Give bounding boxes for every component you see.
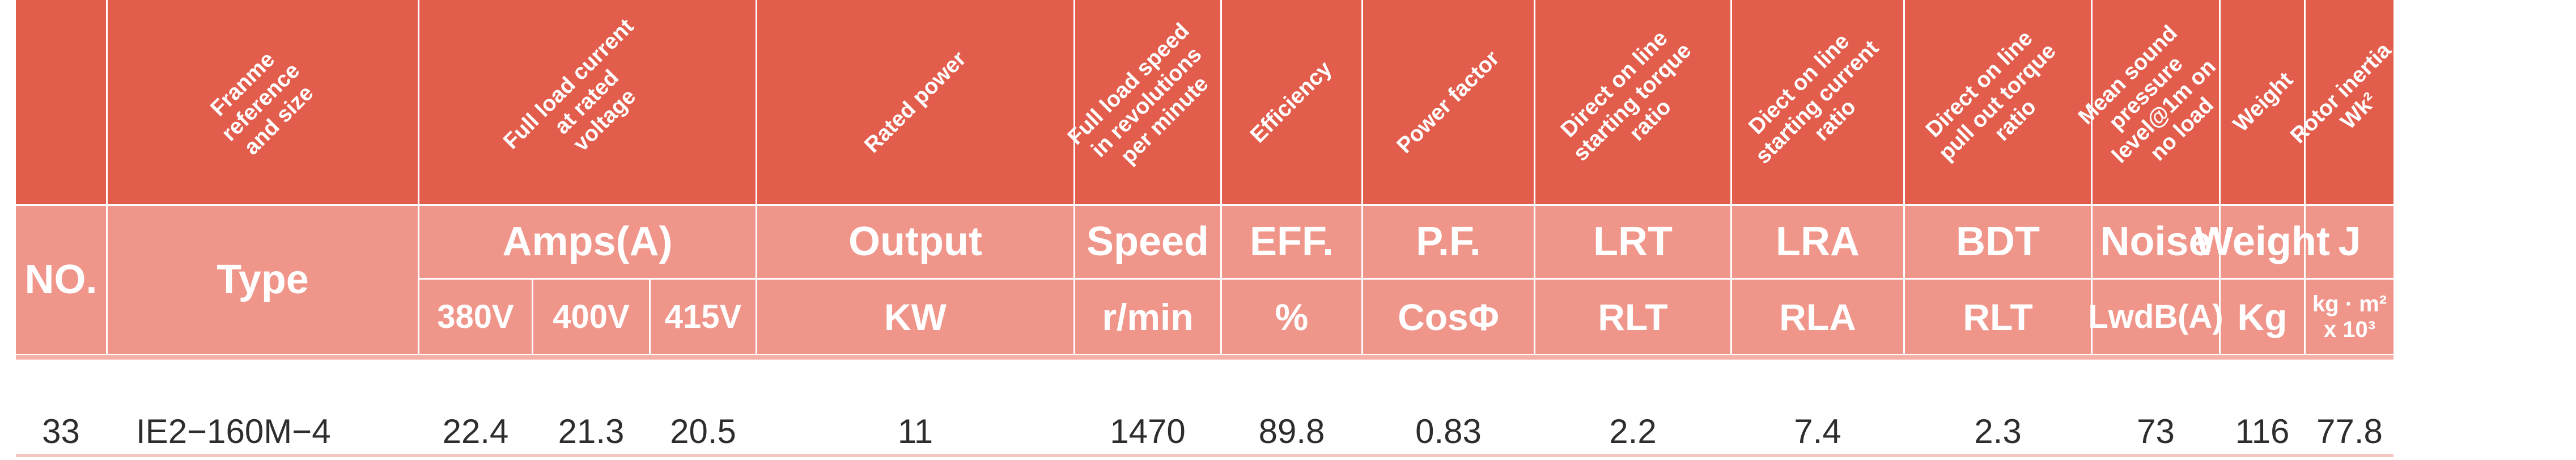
header-kg: Kg bbox=[2237, 296, 2288, 338]
header-rlt-1: RLT bbox=[1598, 296, 1668, 338]
column-divider bbox=[756, 0, 757, 354]
header-rlt-2: RLT bbox=[1963, 296, 2033, 338]
column-divider bbox=[1073, 0, 1075, 354]
header-lwdb: LwdB(A) bbox=[2088, 298, 2223, 335]
column-divider bbox=[2219, 0, 2221, 354]
header-divider bbox=[16, 204, 2393, 206]
column-divider bbox=[532, 278, 533, 354]
row-output-kw: 11 bbox=[897, 412, 933, 450]
header-lra: LRA bbox=[1776, 219, 1860, 264]
header-type: Type bbox=[217, 257, 309, 302]
header-weight-label: Weight bbox=[2195, 219, 2330, 264]
column-divider bbox=[1730, 0, 1732, 354]
row-noise: 73 bbox=[2137, 412, 2175, 450]
header-pf: P.F. bbox=[1416, 219, 1481, 264]
row-bdt: 2.3 bbox=[1974, 412, 2022, 450]
column-divider bbox=[2091, 0, 2093, 354]
row-speed: 1470 bbox=[1110, 412, 1186, 450]
column-divider bbox=[106, 0, 108, 354]
header-bdt: BDT bbox=[1956, 219, 2040, 264]
header-415v: 415V bbox=[664, 298, 742, 335]
header-cos-phi: CosΦ bbox=[1398, 296, 1499, 338]
header-kw: KW bbox=[884, 296, 947, 338]
row-amps-400: 21.3 bbox=[558, 412, 625, 450]
header-380v: 380V bbox=[437, 298, 514, 335]
row-bottom-rule bbox=[16, 454, 2393, 457]
header-lrt: LRT bbox=[1593, 219, 1673, 264]
row-efficiency: 89.8 bbox=[1258, 412, 1325, 450]
row-weight: 116 bbox=[2235, 412, 2290, 450]
header-amps: Amps(A) bbox=[502, 219, 673, 264]
column-divider bbox=[1903, 0, 1905, 354]
subheader-divider bbox=[418, 278, 2393, 280]
row-no: 33 bbox=[42, 412, 80, 450]
header-400v: 400V bbox=[553, 298, 630, 335]
column-divider bbox=[1534, 0, 1535, 354]
row-amps-415: 20.5 bbox=[670, 412, 736, 450]
header-noise: Noise bbox=[2100, 219, 2212, 264]
header-no: NO. bbox=[24, 257, 97, 302]
header-rmin: r/min bbox=[1102, 296, 1194, 338]
header-j-unit: kg · m² x 10³ bbox=[2312, 291, 2387, 342]
header-eff: EFF. bbox=[1249, 219, 1334, 264]
header-band-lower bbox=[16, 205, 2393, 354]
header-j: J bbox=[2338, 219, 2361, 264]
row-rotor-inertia: 77.8 bbox=[2316, 412, 2383, 450]
column-divider bbox=[1220, 0, 1222, 354]
header-speed: Speed bbox=[1086, 219, 1210, 264]
column-divider bbox=[2304, 0, 2306, 354]
header-percent: % bbox=[1275, 296, 1309, 338]
row-lrt: 2.2 bbox=[1609, 412, 1657, 450]
header-output: Output bbox=[848, 219, 982, 264]
row-power-factor: 0.83 bbox=[1415, 412, 1482, 450]
column-divider bbox=[649, 278, 651, 354]
row-lra: 7.4 bbox=[1794, 412, 1841, 450]
column-divider bbox=[1361, 0, 1363, 354]
header-band-top bbox=[16, 0, 2393, 204]
header-rla: RLA bbox=[1779, 296, 1856, 338]
header-bottom-rule bbox=[16, 355, 2393, 360]
row-amps-380: 22.4 bbox=[442, 412, 509, 450]
column-divider bbox=[418, 0, 419, 354]
row-type: IE2−160M−4 bbox=[136, 412, 331, 450]
